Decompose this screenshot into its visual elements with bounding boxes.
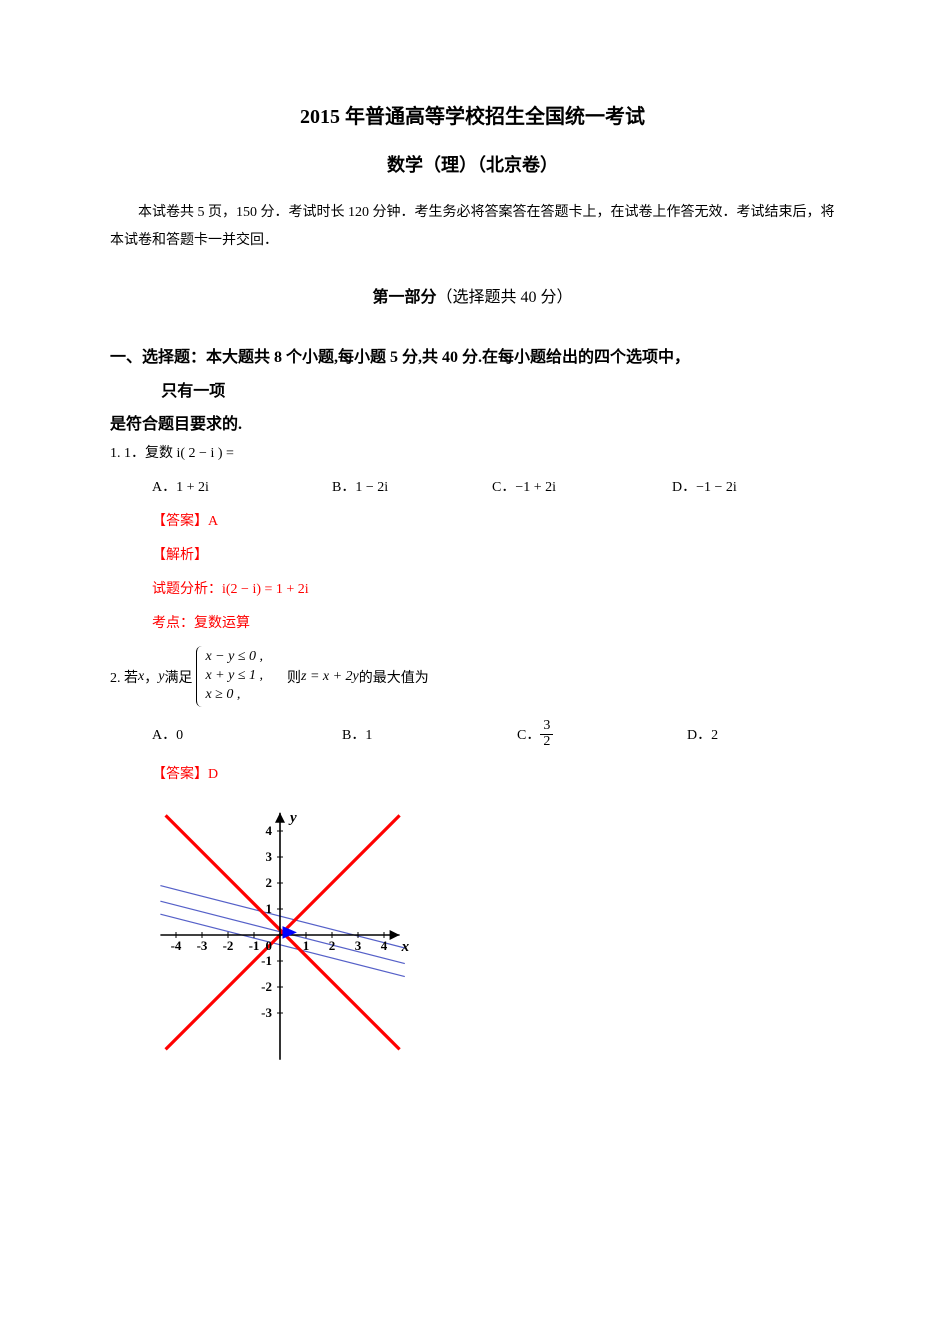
svg-text:y: y — [288, 810, 297, 826]
svg-text:-2: -2 — [223, 938, 234, 953]
q2-opt-c-den: 2 — [540, 735, 553, 750]
svg-text:4: 4 — [381, 938, 388, 953]
q2-options: A．0 B．1 C． 3 2 D．2 — [110, 719, 835, 749]
svg-text:0: 0 — [266, 938, 273, 953]
section-line2: 只有一项 — [110, 375, 225, 409]
svg-text:3: 3 — [266, 849, 273, 864]
part-header: 第一部分（选择题共 40 分） — [110, 283, 835, 307]
q2-stem: 2. 若 x ， y 满足 x − y ≤ 0 , x + y ≤ 1 , x … — [110, 646, 835, 707]
q2-opt-c-prefix: C． — [517, 724, 540, 744]
q2-c2: x + y ≤ 1 , — [205, 667, 263, 686]
svg-text:-1: -1 — [249, 938, 260, 953]
svg-text:1: 1 — [266, 901, 273, 916]
section-heading: 一、选择题：本大题共 8 个小题,每小题 5 分,共 40 分.在每小题给出的四… — [110, 341, 835, 408]
svg-text:-2: -2 — [261, 979, 272, 994]
q1-analysis: 试题分析：i(2 − i) = 1 + 2i — [110, 578, 835, 598]
q1-options: A．1 + 2i B．1 − 2i C．−1 + 2i D．−1 − 2i — [110, 476, 835, 496]
q2-opt-c: C． 3 2 — [517, 719, 687, 749]
q2-tail: 的最大值为 — [359, 667, 429, 687]
q2-opt-d: D．2 — [687, 724, 718, 744]
q1-opt-b: B．1 − 2i — [332, 476, 492, 496]
q2-graph-wrap: -4 -3 -2 -1 1 2 3 4 -3 -2 -1 1 2 3 4 0 x y — [110, 797, 835, 1067]
exam-intro: 本试卷共 5 页，150 分．考试时长 120 分钟．考生务必将答案答在答题卡上… — [110, 199, 835, 255]
q1-topic: 考点：复数运算 — [110, 612, 835, 632]
q1-opt-d: D．−1 − 2i — [672, 476, 737, 496]
q2-constraints: x − y ≤ 0 , x + y ≤ 1 , x ≥ 0 , — [196, 646, 269, 707]
q1-opt-a: A．1 + 2i — [152, 476, 332, 496]
q1-opt-c: C．−1 + 2i — [492, 476, 672, 496]
q2-c1: x − y ≤ 0 , — [205, 648, 263, 667]
q2-opt-a: A．0 — [152, 724, 342, 744]
svg-text:-4: -4 — [171, 938, 182, 953]
q1-answer: 【答案】A — [110, 510, 835, 530]
q2-graph: -4 -3 -2 -1 1 2 3 4 -3 -2 -1 1 2 3 4 0 x y — [158, 797, 438, 1062]
q1-stem: 1. 1．复数 i( 2 − i ) = — [110, 442, 835, 462]
q2-prefix: 2. 若 — [110, 667, 138, 687]
svg-text:2: 2 — [329, 938, 336, 953]
section-line1: 一、选择题：本大题共 8 个小题,每小题 5 分,共 40 分.在每小题给出的四… — [110, 349, 690, 366]
q2-satisfy: 满足 — [164, 667, 192, 687]
part-bold: 第一部分 — [372, 289, 436, 306]
svg-text:4: 4 — [266, 823, 273, 838]
q2-mid: 则 — [273, 667, 301, 687]
svg-text:3: 3 — [355, 938, 362, 953]
q2-answer: 【答案】D — [110, 763, 835, 783]
q2-c3: x ≥ 0 , — [205, 686, 263, 705]
q2-opt-c-num: 3 — [540, 719, 553, 735]
q2-opt-c-frac: 3 2 — [540, 719, 553, 749]
q2-opt-b: B．1 — [342, 724, 517, 744]
svg-text:-3: -3 — [261, 1005, 272, 1020]
svg-text:-3: -3 — [197, 938, 208, 953]
part-rest: （选择题共 40 分） — [437, 289, 573, 306]
svg-text:x: x — [401, 939, 410, 955]
svg-text:2: 2 — [266, 875, 273, 890]
q2-comma1: ， — [144, 667, 158, 687]
svg-text:-1: -1 — [261, 953, 272, 968]
svg-text:1: 1 — [303, 938, 310, 953]
exam-title: 2015 年普通高等学校招生全国统一考试 — [110, 100, 835, 129]
q1-explanation-label: 【解析】 — [110, 544, 835, 564]
exam-subtitle: 数学（理）（北京卷） — [110, 151, 835, 177]
section-line3: 是符合题目要求的. — [110, 410, 835, 434]
q2-zeq: z = x + 2y — [301, 669, 359, 685]
